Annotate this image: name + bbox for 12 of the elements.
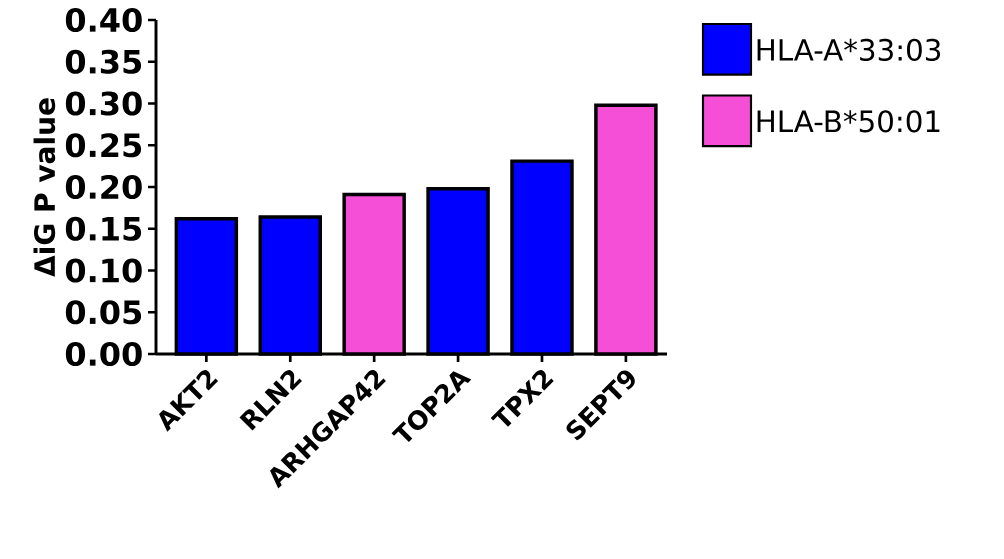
legend-label: HLA-A*33:03 — [757, 38, 941, 61]
y-tick-label: 0.40 — [65, 7, 142, 33]
y-tick-label: 0.25 — [65, 133, 142, 158]
y-axis-title: ΔiG P value — [33, 98, 56, 277]
y-tick-label: 0.20 — [65, 174, 142, 200]
y-tick-label: 0.15 — [65, 216, 142, 241]
y-tick-label: 0.05 — [65, 300, 142, 325]
legend-label: HLA-B*50:01 — [757, 110, 940, 133]
y-tick-label: 0.00 — [65, 341, 142, 367]
y-tick-label: 0.35 — [65, 49, 142, 74]
y-tick-label: 0.10 — [65, 258, 142, 283]
y-tick-label: 0.30 — [65, 91, 142, 116]
